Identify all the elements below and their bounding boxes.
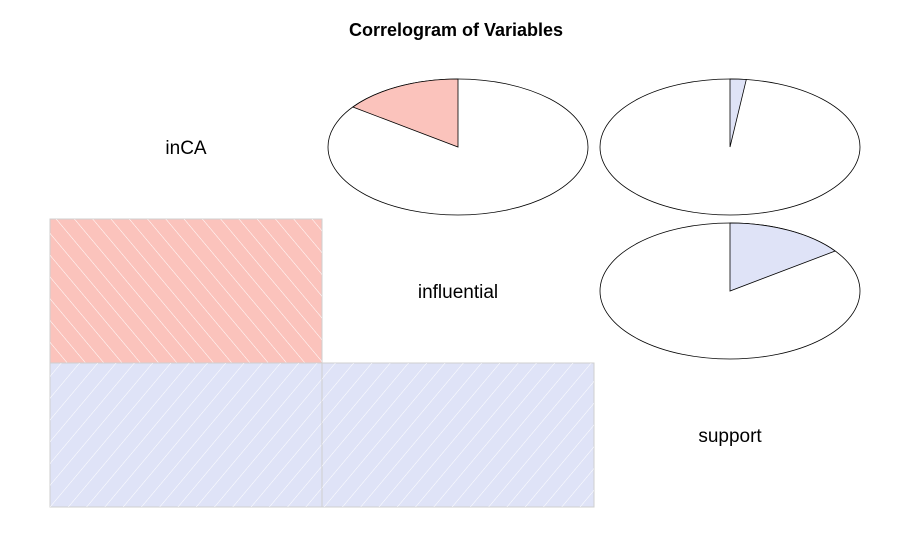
- variable-label-support: support: [698, 426, 762, 447]
- variable-label-inca: inCA: [165, 138, 207, 159]
- pie-slice-influential-inca: [351, 78, 459, 148]
- variable-label-influential: influential: [418, 282, 498, 303]
- shade-hatch-support-inca: [50, 363, 322, 507]
- pie-slice-support-influential: [729, 222, 837, 292]
- chart-title: Correlogram of Variables: [349, 20, 563, 40]
- pie-slice-support-inca: [729, 78, 747, 148]
- shade-hatch-support-influential: [322, 363, 594, 507]
- shade-hatch-influential-inca: [50, 219, 322, 363]
